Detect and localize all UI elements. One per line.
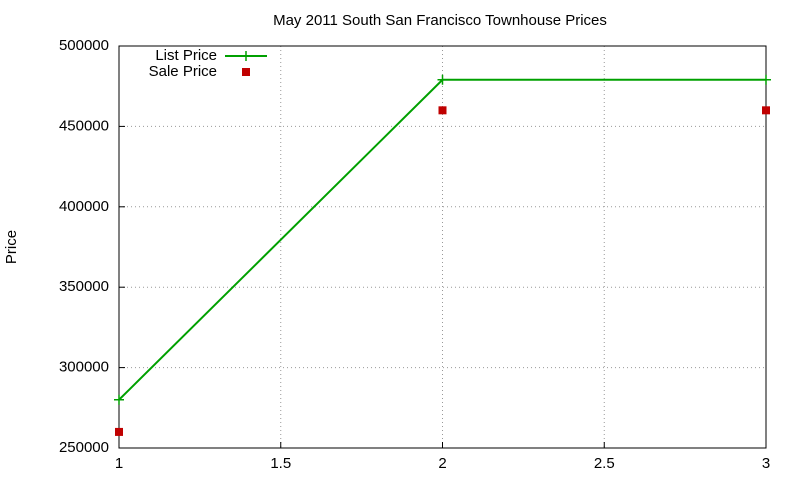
- y-tick-label: 350000: [59, 278, 109, 295]
- legend-label: List Price: [155, 47, 217, 64]
- point: [438, 106, 447, 115]
- y-tick-label: 300000: [59, 359, 109, 376]
- y-axis-label: Price: [3, 230, 20, 264]
- x-tick-label: 1.5: [270, 455, 291, 472]
- point: [115, 427, 123, 436]
- y-tick-label: 450000: [59, 117, 109, 134]
- x-tick-label: 2: [438, 455, 446, 472]
- legend-marker: [242, 68, 250, 76]
- y-tick-label: 500000: [59, 37, 109, 54]
- chart-title: May 2011 South San Francisco Townhouse P…: [273, 12, 607, 29]
- x-tick-label: 1: [115, 455, 123, 472]
- y-tick-label: 400000: [59, 198, 109, 215]
- x-tick-label: 2.5: [594, 455, 615, 472]
- point: [114, 394, 124, 405]
- point: [762, 106, 770, 115]
- plot-frame: [118, 45, 767, 449]
- x-tick-label: 3: [762, 455, 770, 472]
- line: [118, 78, 766, 401]
- legend-label: Sale Price: [149, 63, 217, 80]
- point: [437, 74, 448, 85]
- y-tick-label: 250000: [59, 439, 109, 456]
- legend-marker: [241, 51, 251, 61]
- point: [761, 74, 771, 85]
